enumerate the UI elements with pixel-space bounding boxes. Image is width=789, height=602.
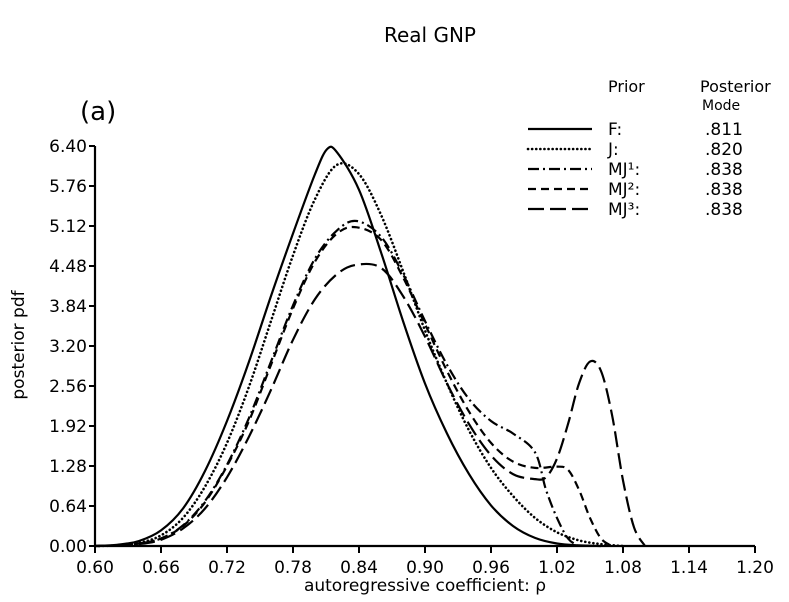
x-tick-label: 0.66 xyxy=(142,558,180,578)
legend-header-mode: Posterior xyxy=(700,77,771,96)
series-line-f xyxy=(94,145,602,548)
y-tick-label: 5.76 xyxy=(49,177,87,197)
legend-mode-value: .811 xyxy=(705,120,743,140)
y-axis-label: posterior pdf xyxy=(9,289,29,399)
x-axis-label: autoregressive coefficient: ρ xyxy=(304,576,546,596)
x-tick-label: 1.20 xyxy=(736,558,774,578)
y-tick-label: 3.20 xyxy=(49,337,87,357)
y-tick-label: 3.84 xyxy=(49,297,87,317)
y-tick-label: 2.56 xyxy=(49,377,87,397)
y-tick-label: 5.12 xyxy=(49,217,87,237)
legend-header-mode-2: Mode xyxy=(702,98,740,114)
curve-group xyxy=(93,145,646,548)
series-line-mj2 xyxy=(94,225,613,548)
x-tick-label: 1.14 xyxy=(670,558,708,578)
legend-label: MJ¹: xyxy=(608,160,640,180)
y-tick-label: 0.64 xyxy=(49,497,87,517)
y-tick-label: 6.40 xyxy=(49,137,87,157)
x-tick-label: 0.96 xyxy=(472,558,510,578)
legend-header-prior: Prior xyxy=(608,77,645,96)
y-tick-label: 1.92 xyxy=(49,417,87,437)
axes xyxy=(93,146,755,548)
series-line-mj1 xyxy=(94,219,580,548)
x-tick-label: 0.78 xyxy=(274,558,312,578)
x-tick-label: 1.08 xyxy=(604,558,642,578)
x-tick-label: 0.60 xyxy=(76,558,114,578)
x-tick-label: 0.84 xyxy=(340,558,378,578)
legend: Prior Posterior Mode F: .811 J: .820 MJ¹: .83… xyxy=(526,77,771,220)
legend-mode-value: .838 xyxy=(705,180,743,200)
legend-mode-value: .838 xyxy=(705,160,743,180)
legend-mode-value: .820 xyxy=(705,140,743,160)
tick-group: 0.60 0.66 0.72 0.78 0.84 0.90 0.96 1.02 1.08 1.14… xyxy=(49,137,774,578)
legend-label: F: xyxy=(608,120,622,140)
legend-label: MJ³: xyxy=(608,200,640,220)
legend-label: MJ²: xyxy=(608,180,640,200)
series-line-mj3 xyxy=(94,262,646,548)
chart-title: Real GNP xyxy=(384,23,476,47)
series-line-j xyxy=(93,162,625,548)
legend-mode-value: .838 xyxy=(705,200,743,220)
x-tick-label: 1.02 xyxy=(538,558,576,578)
x-tick-label: 0.72 xyxy=(208,558,246,578)
y-tick-label: 1.28 xyxy=(49,457,87,477)
x-tick-label: 0.90 xyxy=(406,558,444,578)
legend-label: J: xyxy=(607,140,619,160)
panel-label: (a) xyxy=(80,97,116,127)
y-tick-label: 4.48 xyxy=(49,257,87,277)
y-tick-label: 0.00 xyxy=(49,537,87,557)
